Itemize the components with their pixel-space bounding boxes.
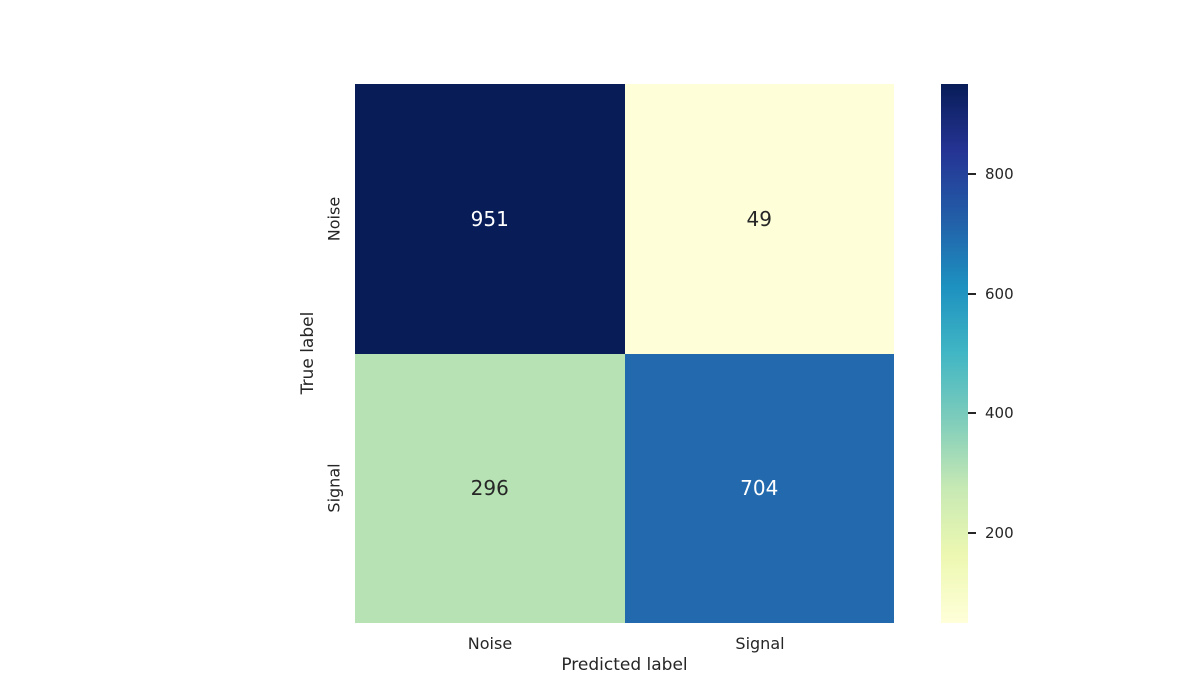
heatmap-cell-true-noise-pred-signal: 49	[624, 84, 894, 354]
colorbar-gradient	[941, 84, 968, 623]
cell-value: 704	[740, 476, 779, 501]
cell-value: 296	[470, 476, 509, 501]
heatmap-cell-true-signal-pred-signal: 704	[624, 353, 894, 623]
colorbar-tick-mark	[968, 292, 976, 295]
cell-value: 951	[470, 206, 509, 231]
colorbar-tick-mark	[968, 531, 976, 534]
colorbar-tick-mark	[968, 412, 976, 415]
heatmap-cell-true-signal-pred-noise: 296	[355, 353, 625, 623]
x-tick-noise: Noise	[467, 634, 513, 653]
colorbar	[941, 84, 968, 623]
colorbar-ticks: 800 600 400 200	[968, 84, 1048, 623]
x-axis-title: Predicted label	[561, 655, 688, 675]
heatmap-cell-true-noise-pred-noise: 951	[355, 84, 625, 354]
cell-value: 49	[746, 206, 772, 231]
colorbar-tick-mark	[968, 173, 976, 176]
x-tick-signal: Signal	[735, 634, 785, 653]
confusion-matrix-heatmap: 951 49 296 704	[355, 84, 894, 623]
